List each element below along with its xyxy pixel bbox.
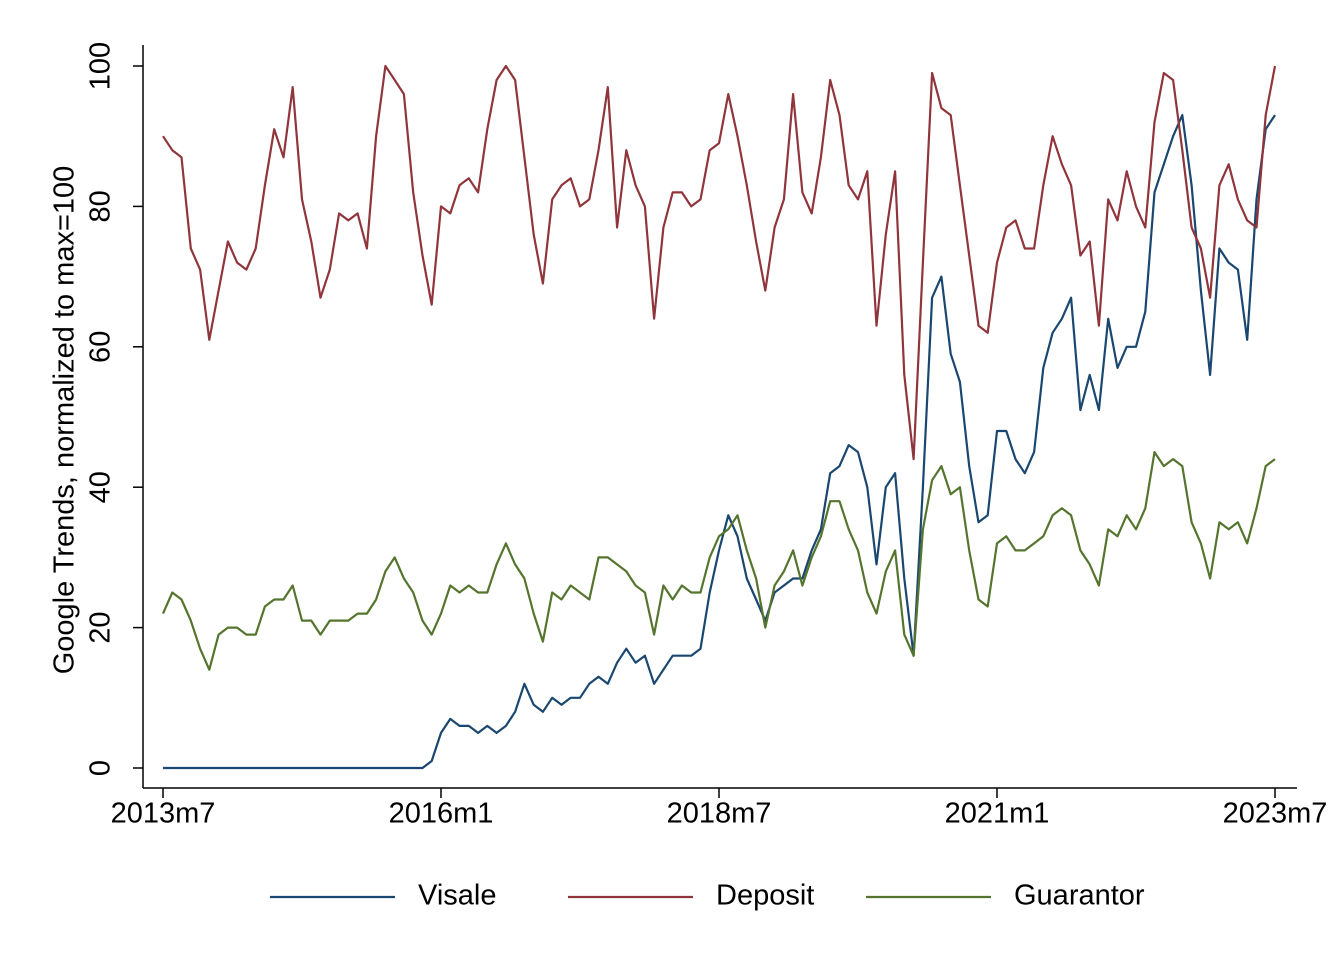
legend-label: Visale: [418, 880, 496, 912]
series-line: [161, 451, 1276, 671]
x-tick-label: 2023m7: [1223, 798, 1328, 830]
x-tick-label: 2018m7: [667, 798, 772, 830]
x-tick-label: 2021m1: [945, 798, 1050, 830]
x-tick-label: 2016m1: [389, 798, 494, 830]
series-line: [163, 114, 1276, 770]
legend-label: Deposit: [716, 880, 814, 912]
y-tick-label: 20: [85, 611, 117, 643]
y-tick-label: 0: [85, 760, 117, 776]
y-tick-label: 60: [85, 331, 117, 363]
legend-label: Guarantor: [1014, 880, 1145, 912]
y-tick-label: 40: [85, 471, 117, 503]
y-tick-label: 80: [85, 190, 117, 222]
x-tick-label: 2013m7: [111, 798, 216, 830]
series-line: [162, 64, 1277, 461]
y-tick-label: 100: [85, 42, 117, 90]
y-axis-title: Google Trends, normalized to max=100: [49, 166, 81, 675]
